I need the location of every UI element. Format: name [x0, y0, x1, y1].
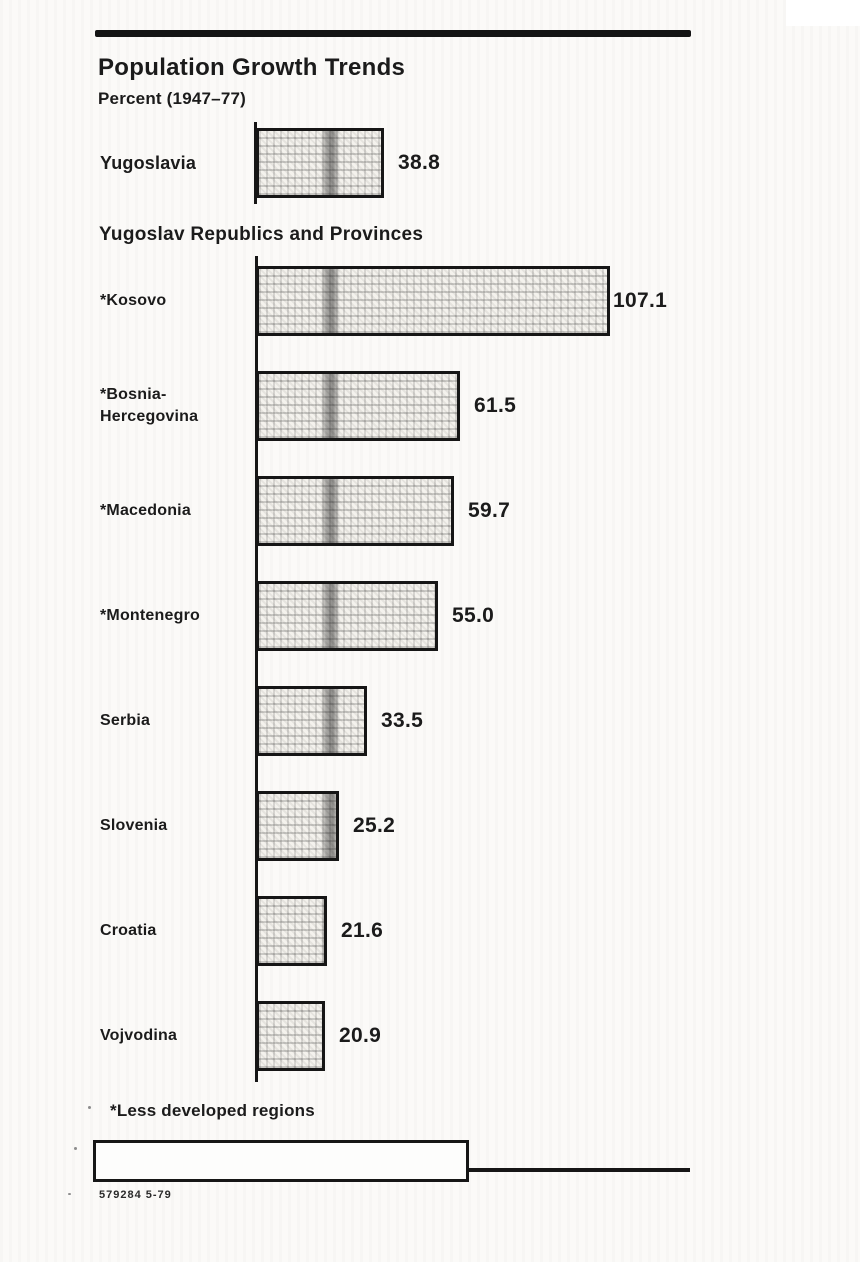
chart-row-croatia: Croatia 21.6 — [0, 896, 860, 966]
chart-row-montenegro: *Montenegro 55.0 — [0, 581, 860, 651]
summary-bar — [256, 128, 384, 198]
bar-montenegro — [256, 581, 438, 651]
bar-macedonia — [256, 476, 454, 546]
category-label: *Montenegro — [100, 607, 200, 625]
section-heading: Yugoslav Republics and Provinces — [99, 224, 424, 245]
category-label: Serbia — [100, 712, 151, 730]
bar-slovenia — [256, 791, 339, 861]
chart-row-kosovo: *Kosovo 107.1 — [0, 266, 860, 336]
summary-axis-stub — [254, 122, 257, 204]
bar-kosovo — [256, 266, 610, 336]
summary-row: Yugoslavia 38.8 — [0, 128, 860, 198]
value-label: 33.5 — [381, 709, 424, 732]
summary-value-label: 38.8 — [398, 151, 441, 174]
axis-baseline — [255, 256, 258, 1082]
scan-speck — [88, 1106, 91, 1109]
value-label: 20.9 — [339, 1024, 382, 1047]
category-label: Slovenia — [100, 817, 168, 835]
top-rule — [95, 30, 691, 37]
value-label: 61.5 — [474, 394, 517, 417]
bar-bosnia-hercegovina — [256, 371, 460, 441]
value-label: 59.7 — [468, 499, 511, 522]
category-label: *Bosnia- Hercegovina — [100, 386, 199, 425]
footer-print-code: 579284 5-79 — [99, 1189, 172, 1201]
page-subtitle: Percent (1947–77) — [98, 89, 246, 108]
bottom-rule — [467, 1168, 690, 1172]
bar-croatia — [256, 896, 327, 966]
value-label: 107.1 — [613, 289, 668, 312]
chart-row-vojvodina: Vojvodina 20.9 — [0, 1001, 860, 1071]
footnote: *Less developed regions — [110, 1101, 315, 1120]
bottom-empty-box — [93, 1140, 469, 1182]
chart-row-slovenia: Slovenia 25.2 — [0, 791, 860, 861]
value-label: 21.6 — [341, 919, 384, 942]
category-label: Vojvodina — [100, 1027, 178, 1045]
chart-row-macedonia: *Macedonia 59.7 — [0, 476, 860, 546]
chart-row-serbia: Serbia 33.5 — [0, 686, 860, 756]
paper-corner-patch — [786, 0, 860, 26]
page-title: Population Growth Trends — [98, 54, 406, 81]
value-label: 55.0 — [452, 604, 495, 627]
bar-vojvodina — [256, 1001, 325, 1071]
summary-label: Yugoslavia — [100, 152, 197, 173]
category-label: Croatia — [100, 922, 157, 940]
value-label: 25.2 — [353, 814, 396, 837]
category-label: *Kosovo — [100, 292, 167, 310]
scan-speck — [74, 1147, 77, 1150]
category-label: *Macedonia — [100, 502, 191, 520]
bar-serbia — [256, 686, 367, 756]
scan-speck — [68, 1193, 71, 1195]
chart-row-bosnia-hercegovina: *Bosnia- Hercegovina 61.5 — [0, 371, 860, 441]
